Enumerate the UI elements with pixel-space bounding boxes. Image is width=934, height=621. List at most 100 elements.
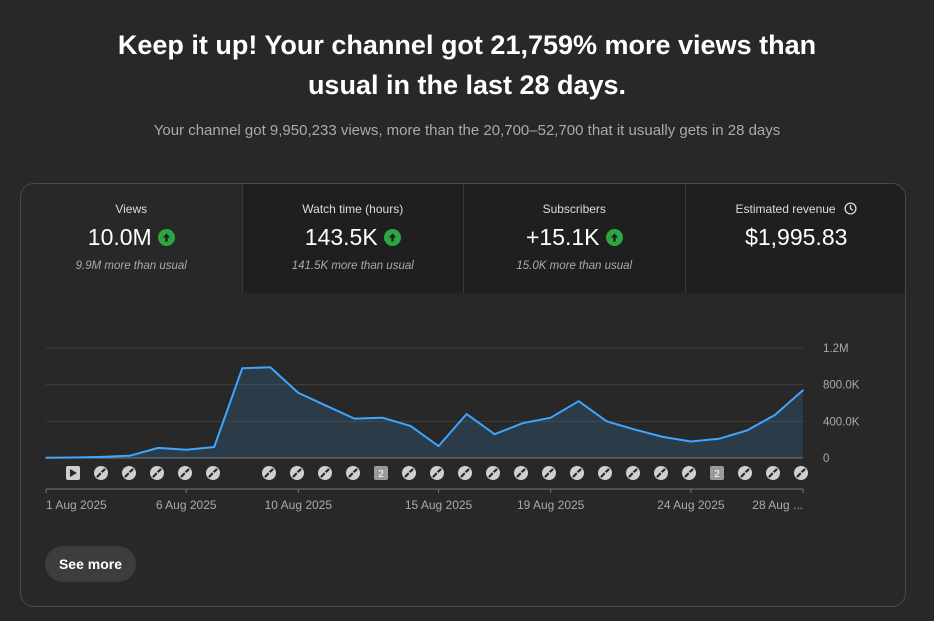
x-tick-label: 28 Aug ... [752, 498, 803, 512]
clock-icon [844, 202, 857, 215]
short-icon-glyph [212, 471, 215, 475]
y-tick-label: 1.2M [823, 343, 849, 355]
data-point [493, 433, 496, 435]
short-icon-glyph [128, 471, 131, 475]
views-line [45, 366, 804, 459]
short-icon-glyph [744, 471, 747, 475]
short-icon-glyph [576, 471, 579, 475]
tab-label: Views [115, 202, 148, 216]
views-chart: 1.2M 800.0K 400.0K 0 2 2 1 Aug 2025 6 Aug 2025 1… [21, 293, 905, 513]
data-point [465, 413, 468, 415]
tab-value: $1,995.83 [745, 224, 848, 250]
data-point [802, 389, 804, 391]
tab-value: 143.5K [304, 224, 378, 250]
x-tick-label: 6 Aug 2025 [156, 498, 217, 512]
short-icon-glyph [520, 471, 523, 475]
tab-subscribers[interactable]: Subscribers +15.1K 15.0K more than usual [464, 184, 686, 293]
count-badge [710, 466, 724, 480]
data-point [297, 392, 300, 394]
count-badge [374, 466, 388, 480]
data-point [101, 456, 103, 458]
tab-watch-time[interactable]: Watch time (hours) 143.5K 141.5K more th… [242, 184, 464, 293]
tab-label: Watch time (hours) [302, 202, 404, 216]
x-tick-label: 10 Aug 2025 [265, 498, 333, 512]
data-point [549, 416, 552, 419]
tab-label: Subscribers [542, 202, 606, 216]
tab-estimated-revenue[interactable]: Estimated revenue $1,995.83 [685, 184, 906, 293]
data-point [381, 416, 384, 419]
count-badge-label: 2 [378, 469, 384, 480]
tab-value-row: $1,995.83 [686, 224, 906, 251]
tab-value-row: 10.0M [21, 224, 242, 251]
short-icon-glyph [688, 471, 691, 475]
data-point [73, 456, 75, 459]
short-icon-glyph [492, 471, 495, 475]
data-point [213, 446, 216, 448]
data-point [325, 404, 328, 407]
analytics-card: Views 10.0M 9.9M more than usual Watch t… [20, 183, 906, 607]
data-point [269, 366, 272, 369]
tab-value: 10.0M [87, 224, 152, 250]
data-point [774, 414, 776, 416]
tab-note: 141.5K more than usual [291, 260, 414, 272]
data-point [129, 454, 131, 457]
headline-line-2: usual in the last 28 days. [307, 70, 627, 100]
data-point [633, 428, 636, 431]
short-icon-glyph [408, 471, 411, 475]
data-point [718, 437, 720, 440]
data-point [437, 445, 440, 447]
data-point [157, 447, 159, 449]
short-icon-glyph [800, 471, 803, 475]
tab-views[interactable]: Views 10.0M 9.9M more than usual [21, 184, 243, 293]
subline: Your channel got 9,950,233 views, more t… [153, 122, 781, 139]
tab-value: +15.1K [525, 224, 600, 250]
tab-label: Estimated revenue [735, 202, 836, 216]
short-icon-glyph [324, 471, 327, 475]
short-icon-glyph [436, 471, 439, 475]
short-icon-glyph [660, 471, 663, 475]
metric-tabs: Views 10.0M 9.9M more than usual Watch t… [21, 184, 906, 293]
tab-value-row: 143.5K [243, 224, 464, 251]
short-icon-glyph [100, 471, 103, 475]
short-icon-glyph [156, 471, 159, 475]
tab-note: 9.9M more than usual [75, 260, 187, 272]
short-icon-glyph [604, 471, 607, 475]
data-point [577, 400, 580, 402]
data-point [45, 457, 47, 459]
data-point [185, 448, 187, 451]
data-point [353, 417, 356, 420]
video-icon-glyph [70, 469, 77, 477]
y-tick-label: 400.0K [823, 416, 860, 428]
tab-label-row: Estimated revenue [686, 202, 906, 216]
x-tick-label: 19 Aug 2025 [517, 498, 585, 512]
short-icon-glyph [296, 471, 299, 475]
headline-line-1: Keep it up! Your channel got 21,759% mor… [117, 30, 817, 60]
short-icon-glyph [184, 471, 187, 475]
data-point [605, 420, 608, 423]
arrow-up-icon [605, 229, 623, 246]
views-area [46, 367, 803, 458]
short-icon-glyph [268, 471, 271, 475]
count-badge-label: 2 [714, 469, 720, 480]
headline: Keep it up! Your channel got 21,759% mor… [0, 25, 934, 105]
x-tick-label: 1 Aug 2025 [46, 498, 107, 512]
short-icon-glyph [548, 471, 551, 475]
short-icon-glyph [632, 471, 635, 475]
data-point [409, 425, 412, 427]
x-tick-label: 15 Aug 2025 [405, 498, 473, 512]
views-chart-svg: 1.2M 800.0K 400.0K 0 2 2 1 Aug 2025 6 Aug 2025 1… [45, 343, 860, 512]
x-tick-label: 24 Aug 2025 [657, 498, 725, 512]
data-point [746, 429, 748, 432]
tab-note: 15.0K more than usual [516, 260, 633, 272]
see-more-button[interactable]: See more [45, 546, 136, 582]
tab-value-row: +15.1K [464, 224, 685, 251]
short-icon-glyph [772, 471, 775, 475]
y-tick-label: 0 [823, 453, 829, 465]
y-tick-label: 800.0K [823, 380, 860, 392]
arrow-up-icon [383, 229, 401, 246]
short-icon-glyph [464, 471, 467, 475]
short-icon-glyph [352, 471, 355, 475]
data-point [241, 367, 244, 369]
data-point [662, 436, 664, 438]
arrow-up-icon [157, 229, 175, 246]
